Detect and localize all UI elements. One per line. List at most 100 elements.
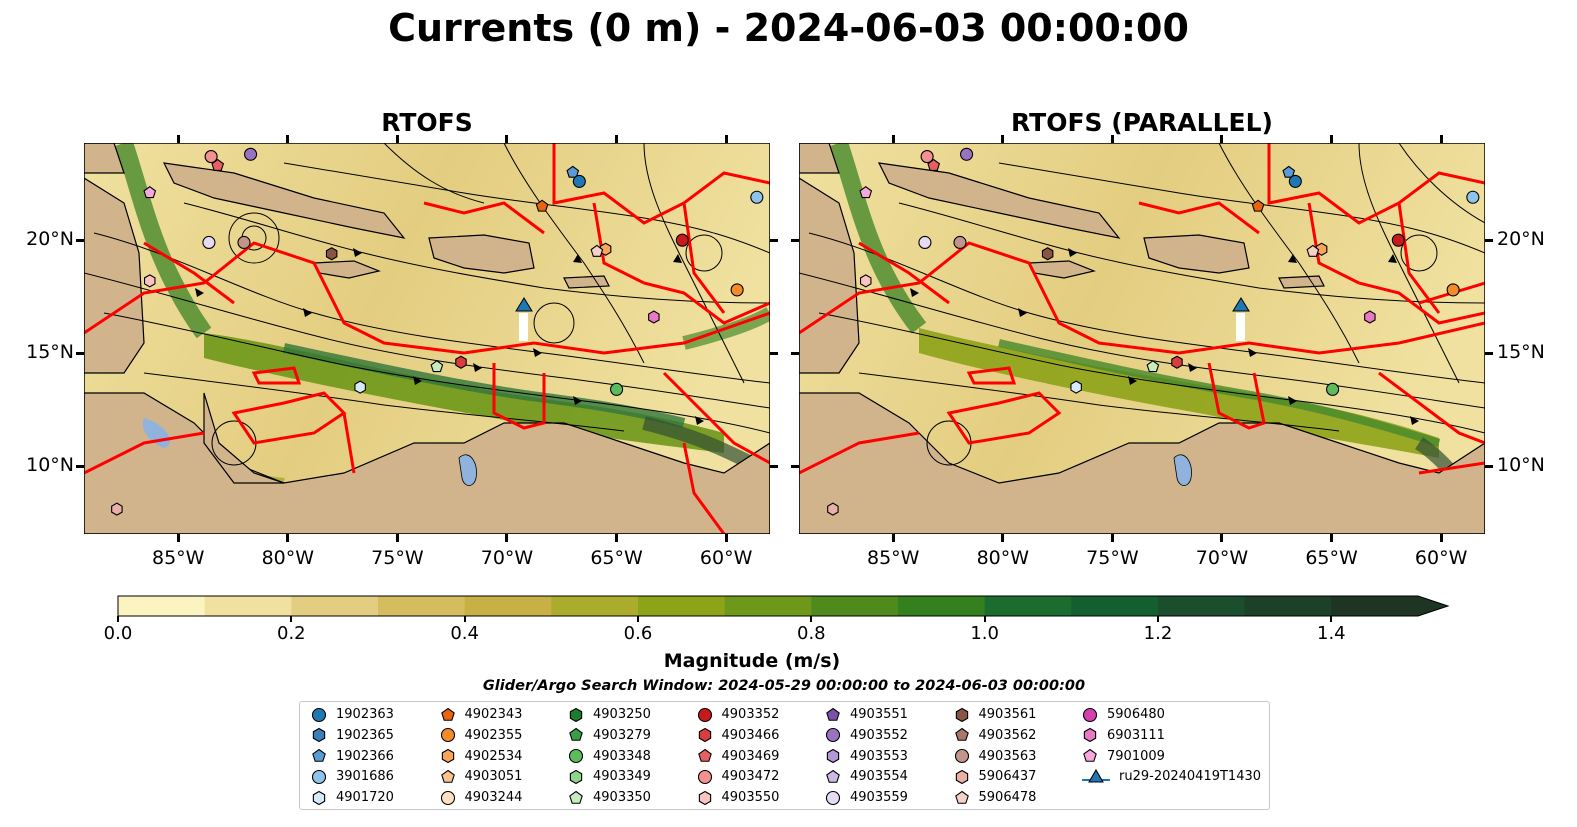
- argo-float-marker: [1251, 199, 1265, 212]
- argo-float-marker: [572, 174, 586, 188]
- argo-float-marker: [1070, 380, 1082, 394]
- colorbar-cell: [724, 596, 812, 616]
- argo-float-marker: [610, 382, 624, 396]
- x-tick-mark: [891, 135, 895, 143]
- colorbar-tick-mark: [1330, 616, 1333, 622]
- y-tick-mark: [770, 464, 778, 468]
- legend-item: 4902355: [439, 726, 522, 745]
- legend-label: 4903279: [593, 727, 651, 743]
- legend-item: ru29-20240419T1430: [1081, 767, 1261, 786]
- colorbar-tick-mark: [1157, 616, 1159, 622]
- x-tick-mark: [176, 135, 180, 143]
- land-masses: [799, 143, 1485, 534]
- legend-label: 4903550: [721, 790, 780, 806]
- legend-item: 4903349: [567, 767, 651, 786]
- colorbar-cell: [464, 596, 552, 616]
- y-tick-mark: [76, 238, 84, 242]
- legend-label: 5906437: [978, 769, 1037, 785]
- float-marker-icon: [441, 748, 454, 764]
- glider-track: [1236, 313, 1245, 341]
- legend-label: 4903051: [464, 769, 523, 785]
- legend-label: 4903551: [850, 707, 908, 722]
- search-window-text: Glider/Argo Search Window: 2024-05-29 00…: [482, 678, 1086, 694]
- y-tick-mark: [791, 238, 799, 242]
- colorbar-cell: [1158, 596, 1246, 616]
- x-tick-label: 65°W: [590, 547, 643, 569]
- glider-marker: [515, 297, 533, 312]
- y-tick-mark: [76, 464, 84, 468]
- colorbar-tick-label: 0.0: [103, 623, 133, 644]
- x-tick-label: 60°W: [1414, 547, 1468, 569]
- x-tick-mark: [724, 534, 728, 542]
- float-marker-icon: [955, 769, 968, 785]
- legend-label: 4903561: [978, 707, 1037, 722]
- argo-float-marker: [143, 186, 157, 199]
- float-marker-icon: [312, 728, 326, 743]
- legend-item: 1902363: [310, 705, 394, 724]
- argo-float-marker: [1146, 360, 1160, 373]
- legend-item: 4903554: [824, 767, 908, 786]
- colorbar-cell: [204, 596, 292, 616]
- legend-item: 6903111: [1081, 726, 1165, 745]
- legend-label: 4903472: [721, 769, 780, 785]
- float-marker-icon: [825, 790, 841, 805]
- legend-item: 4903051: [439, 767, 523, 786]
- y-tick-mark: [770, 238, 778, 242]
- colorbar-tick-mark: [637, 616, 639, 622]
- y-tick-label: 20°N: [26, 228, 74, 251]
- argo-float-marker: [827, 502, 839, 516]
- legend-label: 4903559: [850, 790, 908, 806]
- argo-float-marker: [111, 502, 123, 516]
- front-boundaries: [799, 143, 1485, 475]
- legend-item: 4903348: [567, 747, 651, 766]
- colorbar-tick-label: 0.4: [450, 623, 479, 644]
- float-marker-icon: [826, 748, 840, 764]
- argo-float-marker: [325, 247, 338, 261]
- float-marker-icon: [440, 769, 455, 783]
- float-marker-icon: [440, 790, 455, 805]
- argo-float-marker: [1326, 382, 1340, 396]
- colorbar-tick-mark: [983, 616, 986, 622]
- legend-item: 4902343: [439, 705, 522, 724]
- colorbar-tick-label: 0.2: [277, 623, 306, 644]
- colorbar-cell: [291, 596, 379, 616]
- colorbar-cell: [638, 596, 726, 616]
- float-marker-icon: [697, 769, 712, 784]
- x-tick-label: 75°W: [1086, 547, 1139, 569]
- lakes: [1173, 454, 1192, 486]
- y-tick-mark: [770, 351, 778, 355]
- legend-label: 7901009: [1107, 748, 1165, 764]
- x-tick-mark: [615, 135, 619, 143]
- y-tick-mark: [1485, 351, 1493, 355]
- x-tick-mark: [395, 534, 399, 542]
- legend-label: 4903250: [593, 707, 651, 722]
- legend-item: 4903552: [824, 726, 908, 745]
- right-panel-title: RTOFS (PARALLEL): [1011, 108, 1273, 137]
- colorbar-tick-label: 1.4: [1317, 623, 1346, 644]
- x-tick-label: 85°W: [867, 547, 920, 569]
- right-argo-floats: [827, 147, 1480, 516]
- argo-float-marker: [953, 235, 967, 249]
- legend-item: 4903279: [567, 726, 651, 745]
- left-argo-floats: [111, 147, 764, 516]
- float-marker-icon: [1082, 707, 1098, 722]
- float-marker-icon: [697, 748, 712, 762]
- argo-float-marker: [918, 235, 932, 249]
- figure-title: Currents (0 m) - 2024-06-03 00:00:00: [388, 6, 1189, 50]
- legend-label: 4903244: [464, 790, 523, 806]
- argo-float-marker: [204, 150, 218, 164]
- float-marker-icon: [569, 769, 583, 785]
- float-marker-icon: [698, 728, 711, 743]
- argo-float-marker: [960, 147, 974, 161]
- legend-item: 4902534: [439, 747, 522, 766]
- argo-float-marker: [144, 274, 156, 288]
- x-tick-label: 85°W: [152, 547, 205, 569]
- x-tick-mark: [1110, 534, 1114, 542]
- legend-item: 4903563: [953, 747, 1036, 766]
- argo-float-marker: [927, 158, 941, 172]
- legend-item: 4901720: [310, 788, 394, 807]
- legend-label: 5906478: [978, 790, 1037, 806]
- x-tick-mark: [615, 534, 619, 542]
- float-marker-icon: [440, 707, 455, 721]
- x-tick-mark: [1220, 135, 1224, 143]
